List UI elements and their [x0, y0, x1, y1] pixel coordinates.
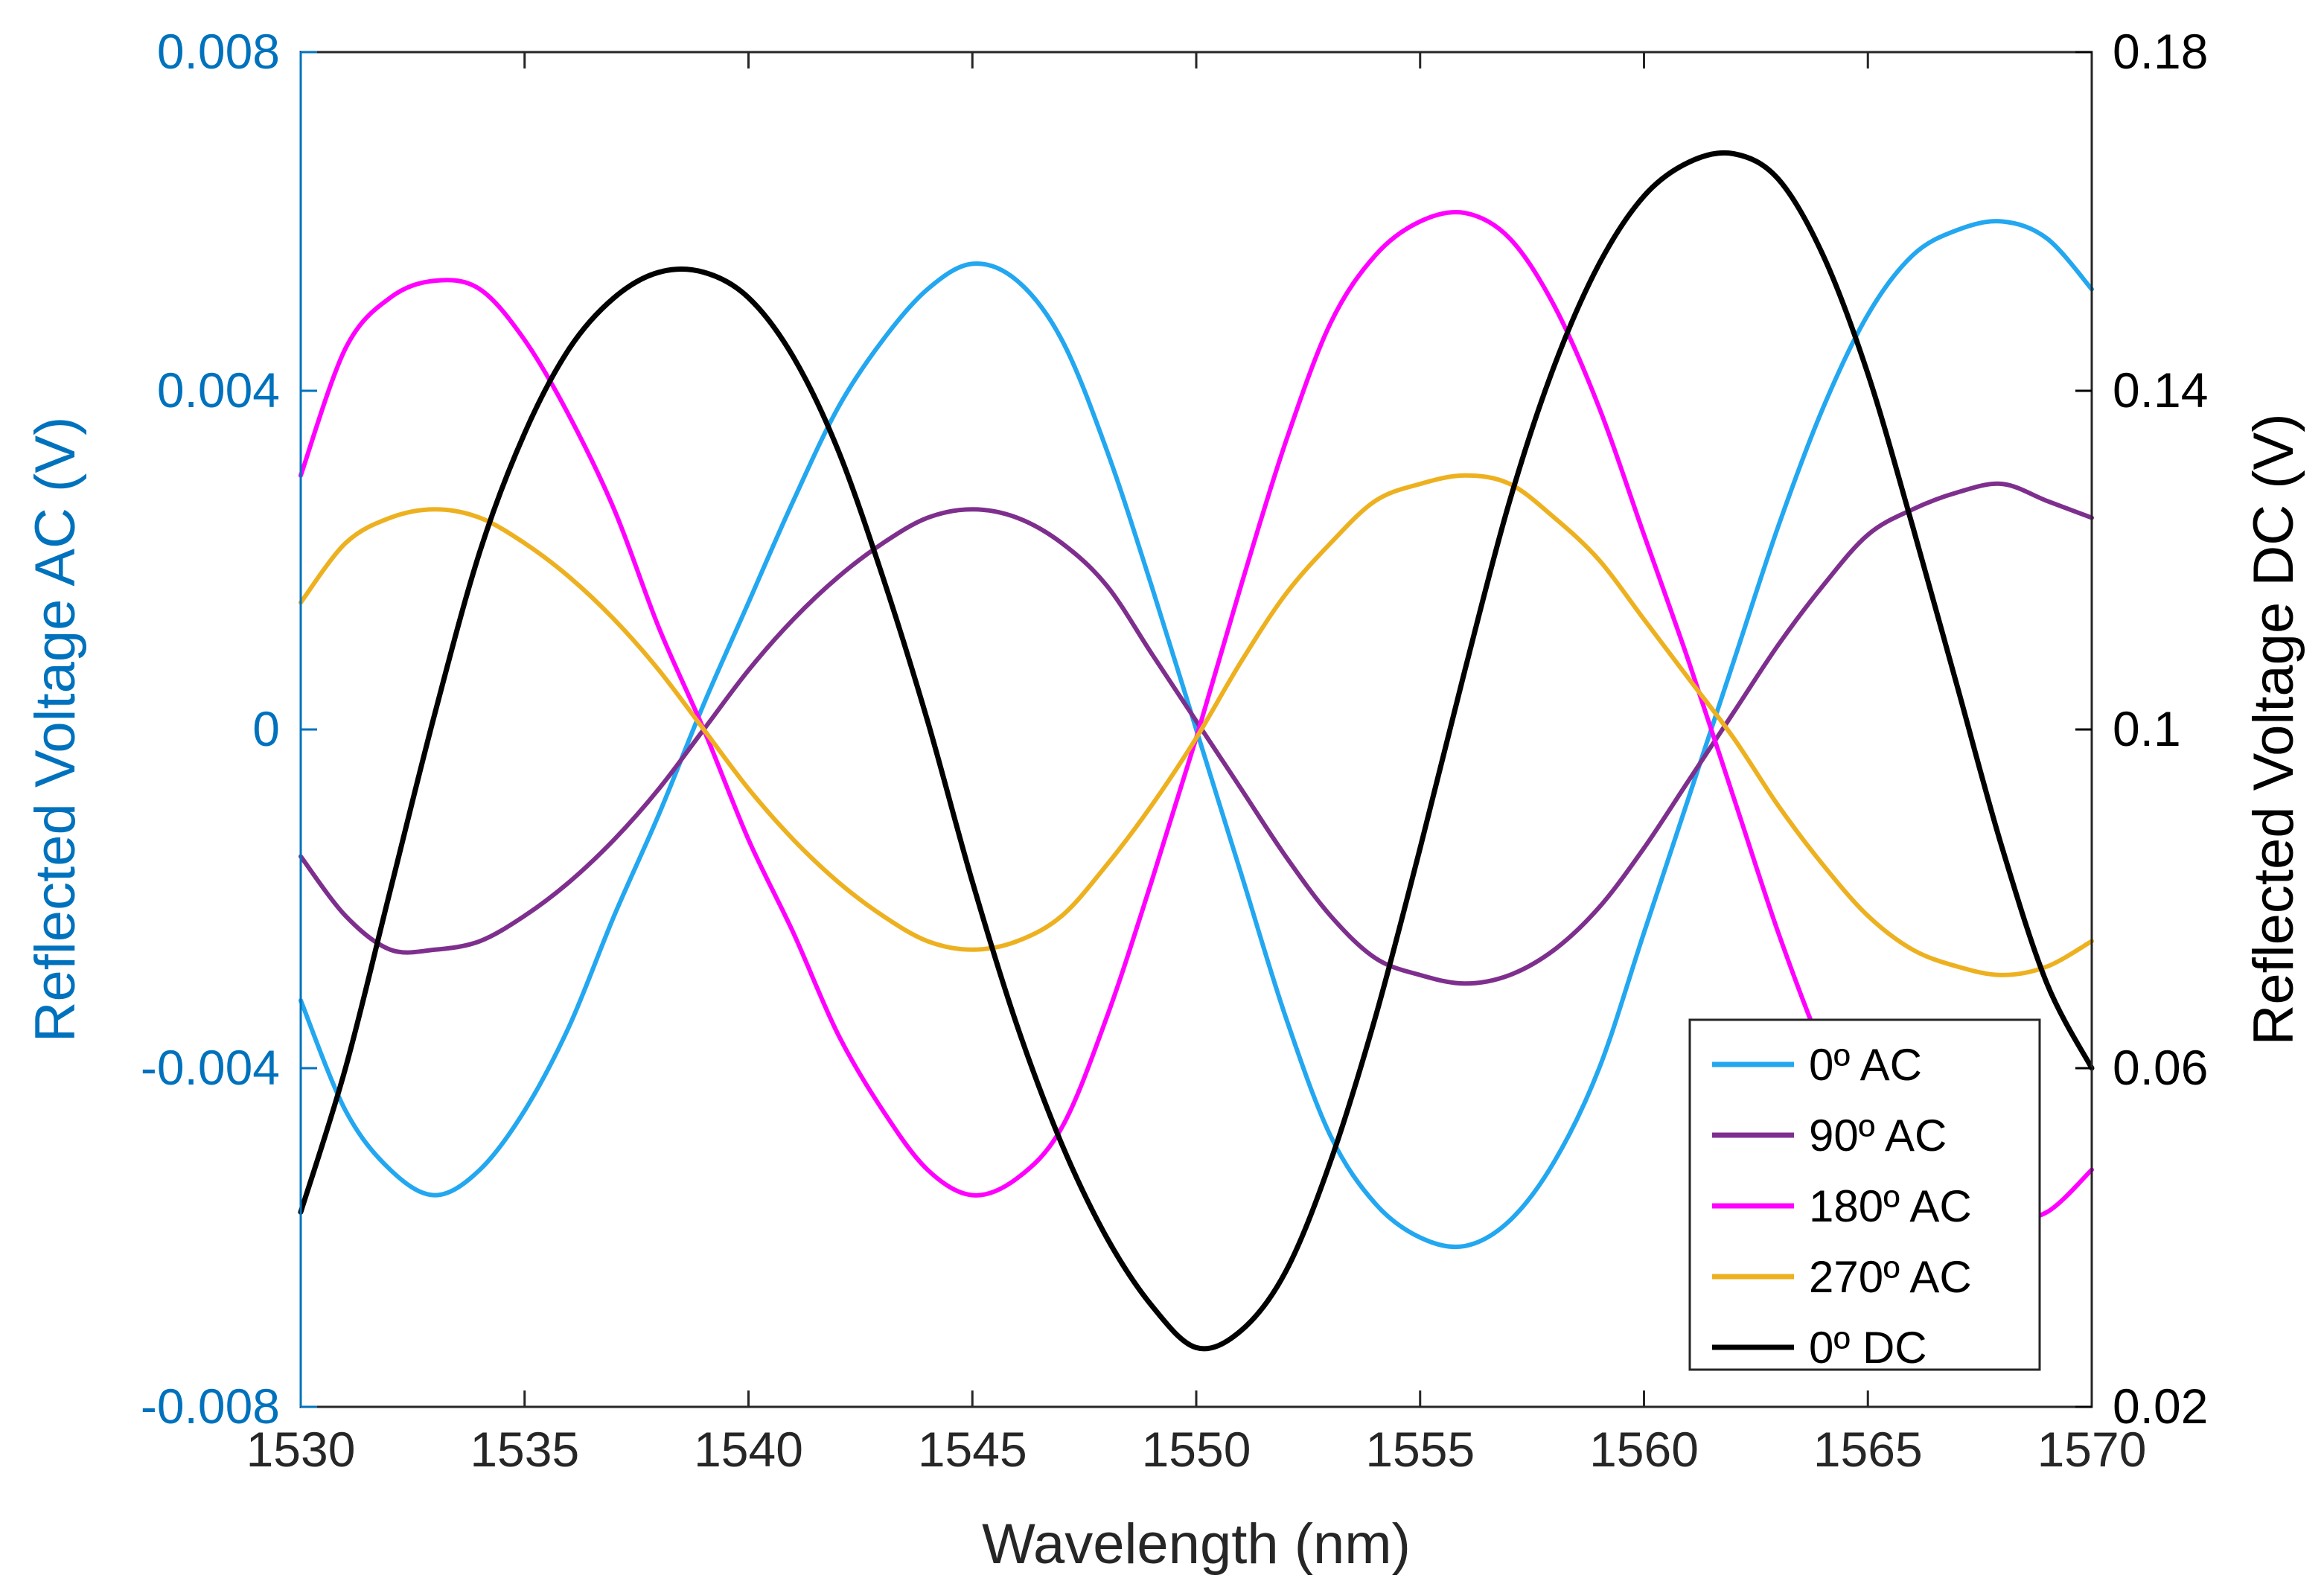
x-tick-label: 1540 — [694, 1422, 803, 1477]
series-line-0 — [299, 219, 2094, 1250]
series-line-3 — [299, 473, 2094, 977]
y-left-axis-title: Reflected Voltage AC (V) — [24, 417, 87, 1043]
x-tick-label: 1570 — [2037, 1422, 2147, 1477]
y-left-tick-label: -0.008 — [141, 1379, 280, 1434]
y-right-tick-label: 0.02 — [2113, 1379, 2208, 1434]
series-line-4 — [298, 150, 2095, 1352]
y-left-tick-label: 0.008 — [157, 24, 280, 79]
x-tick-label: 1555 — [1365, 1422, 1475, 1477]
y-left-tick-label: 0 — [252, 701, 280, 756]
axes-layer: 1530 1535 1540 1545 1550 1555 1560 1565 1570 -0.0… — [141, 24, 2209, 1477]
y-right-tick-label: 0.1 — [2113, 701, 2181, 756]
legend-label: 180º AC — [1809, 1181, 1972, 1231]
y-right-tick-label: 0.06 — [2113, 1040, 2208, 1095]
legend-box — [1688, 1018, 2041, 1371]
x-tick-label: 1535 — [470, 1422, 579, 1477]
x-tick-label: 1560 — [1589, 1422, 1699, 1477]
y-left-tick-label: 0.004 — [157, 363, 280, 418]
legend-label: 0º AC — [1809, 1040, 1922, 1090]
legend-label: 270º AC — [1809, 1252, 1972, 1302]
legend-label: 0º DC — [1809, 1323, 1927, 1373]
y-right-axis-title: Reflected Voltage DC (V) — [2242, 413, 2305, 1045]
series-layer — [298, 150, 2095, 1352]
legend-entries: 0º AC 90º AC 180º AC 270º AC 0º DC — [1712, 1040, 1972, 1373]
x-tick-label: 1545 — [918, 1422, 1027, 1477]
x-tick-label: 1530 — [246, 1422, 356, 1477]
x-tick-label: 1565 — [1813, 1422, 1923, 1477]
legend[interactable]: 0º AC 90º AC 180º AC 270º AC 0º DC — [1688, 1018, 2041, 1373]
y-left-tick-label: -0.004 — [141, 1040, 280, 1095]
legend-label: 90º AC — [1809, 1111, 1947, 1160]
x-tick-label: 1550 — [1142, 1422, 1251, 1477]
y-right-tick-label: 0.18 — [2113, 24, 2208, 79]
y-right-tick-label: 0.14 — [2113, 363, 2208, 418]
x-axis-title: Wavelength (nm) — [982, 1513, 1411, 1576]
